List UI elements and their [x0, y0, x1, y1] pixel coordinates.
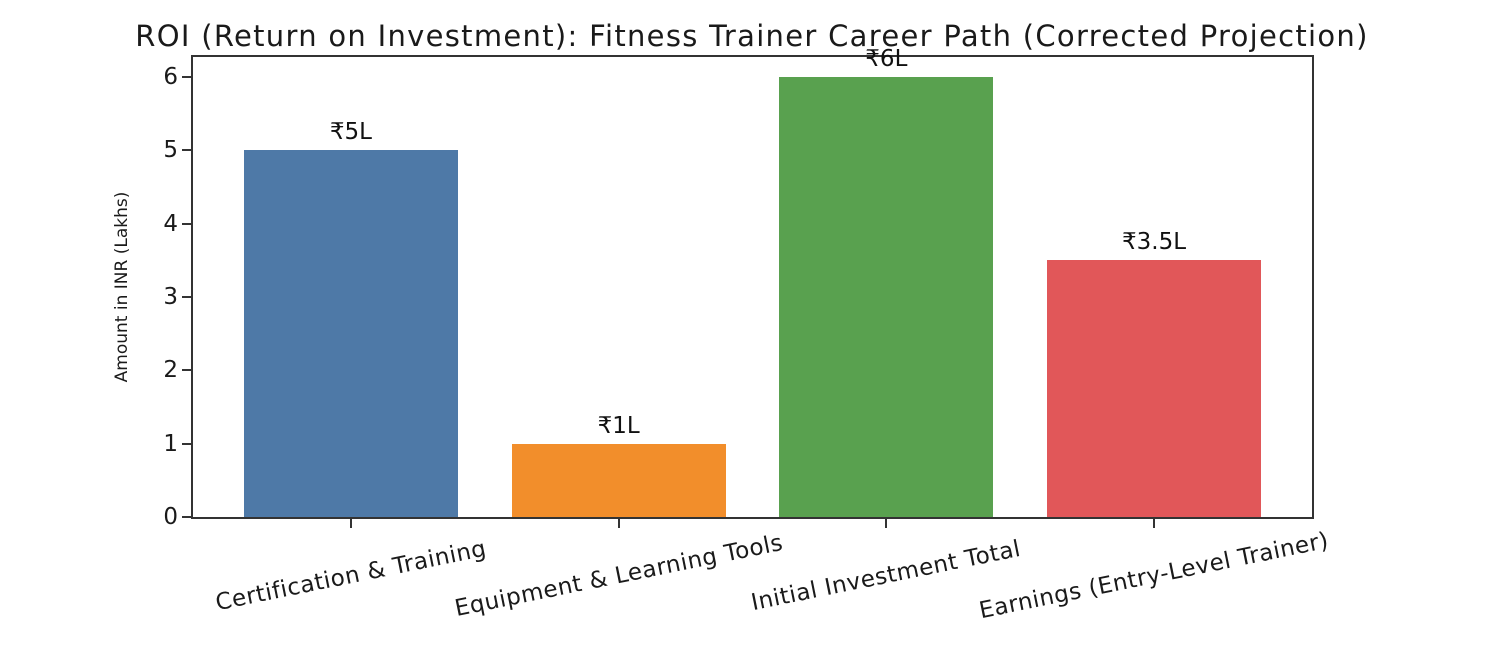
bar-value-label: ₹3.5L [1122, 229, 1187, 256]
y-tick-mark [182, 222, 191, 225]
y-tick-mark [182, 295, 191, 298]
chart-title: ROI (Return on Investment): Fitness Trai… [135, 19, 1369, 53]
y-tick-label: 2 [163, 357, 178, 384]
bar-value-label: ₹6L [865, 45, 908, 72]
x-tick-mark [617, 519, 620, 528]
y-tick-label: 1 [163, 430, 178, 457]
y-tick-mark [182, 149, 191, 152]
y-tick-mark [182, 369, 191, 372]
bar [779, 76, 994, 517]
y-tick-label: 3 [163, 283, 178, 310]
bar-value-label: ₹5L [329, 119, 372, 146]
y-tick-label: 0 [163, 504, 178, 530]
bar [1046, 260, 1262, 517]
x-tick-label: Earnings (Entry-Level Trainer) [977, 527, 1332, 625]
x-tick-label: Certification & Training [213, 535, 489, 617]
y-tick-label: 5 [163, 137, 178, 164]
x-tick-mark [885, 519, 888, 528]
bar-value-label: ₹1L [597, 412, 640, 439]
y-tick-mark [182, 516, 191, 518]
x-tick-mark [1153, 519, 1156, 528]
bar [511, 443, 726, 517]
x-tick-label: Equipment & Learning Tools [452, 529, 785, 623]
y-tick-mark [182, 442, 191, 445]
plot-area: ₹5L ₹1L ₹6L ₹3.5L [191, 46, 1314, 519]
y-tick-label: 6 [163, 63, 178, 90]
y-tick-label: 4 [163, 210, 178, 237]
x-tick-mark [349, 519, 352, 528]
y-tick-mark [182, 75, 191, 78]
bar [243, 150, 459, 517]
